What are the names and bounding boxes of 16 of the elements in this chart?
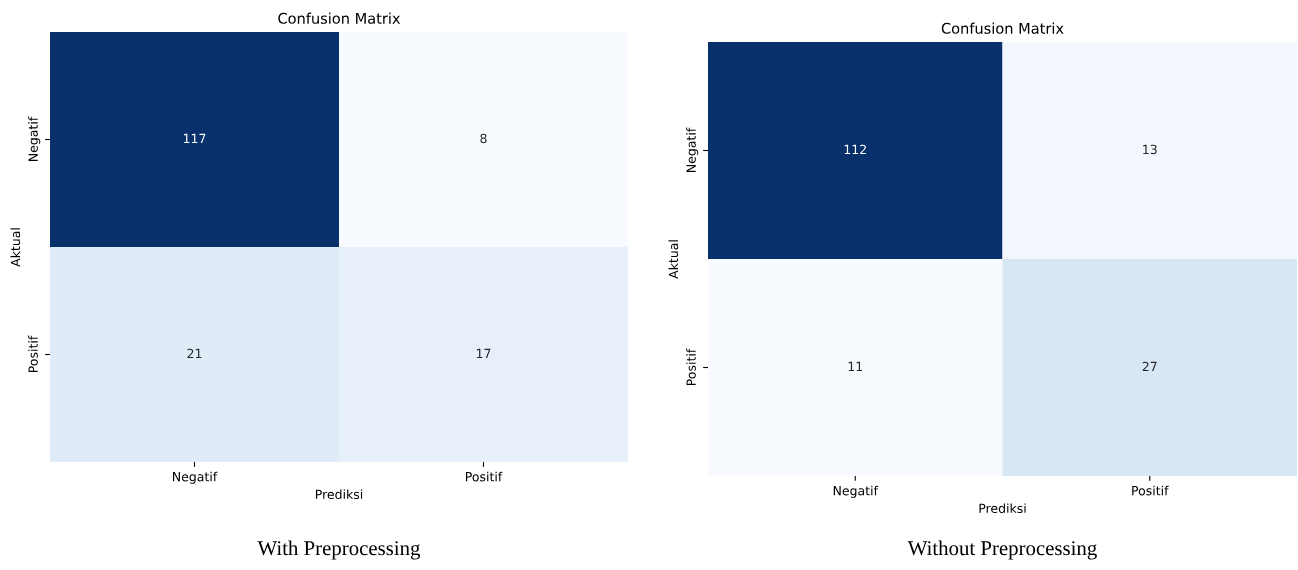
chart-title: Confusion Matrix xyxy=(278,12,401,24)
text: Without Preprocessing xyxy=(907,540,1097,560)
data-label: 13 xyxy=(1143,144,1157,155)
text: With Preprocessing xyxy=(257,540,421,560)
data-label: 11 xyxy=(848,361,863,371)
data-label: 117 xyxy=(183,133,206,143)
x-axis-title: Prediksi xyxy=(315,489,363,500)
x-axis-title: Prediksi xyxy=(979,503,1026,514)
data-label: 17 xyxy=(476,348,491,358)
data-label: 27 xyxy=(1142,361,1157,371)
data-label: 8 xyxy=(480,133,487,144)
data-label: 112 xyxy=(844,144,866,154)
data-label: 21 xyxy=(187,348,202,358)
chart-title: Confusion Matrix xyxy=(941,22,1064,34)
y-axis-title: Aktual xyxy=(668,240,679,279)
y-axis-title: Aktual xyxy=(10,228,21,267)
